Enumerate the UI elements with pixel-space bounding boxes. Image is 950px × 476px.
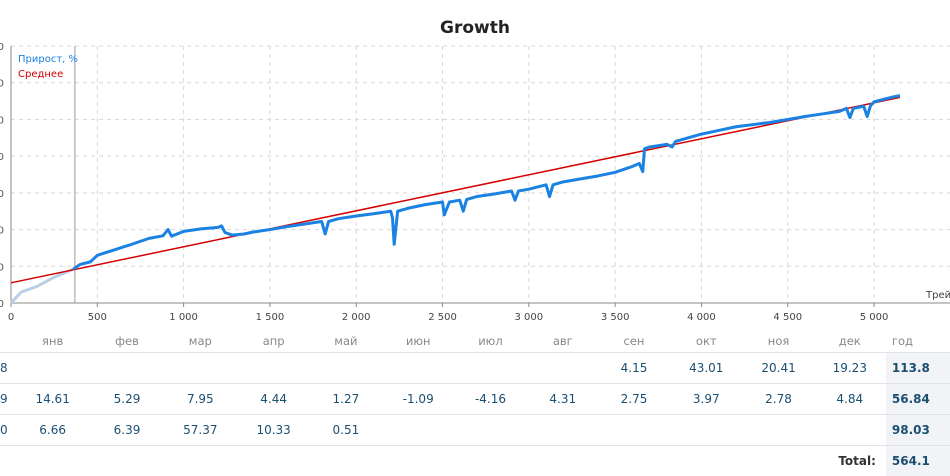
month-value-cell: 4.31 <box>526 383 599 415</box>
month-value-cell: 14.61 <box>14 383 91 415</box>
total-row: Total: 564.1 <box>0 445 950 476</box>
month-value-cell <box>382 352 455 384</box>
month-value-cell: 43.01 <box>669 352 744 384</box>
month-value-cell: 10.33 <box>237 414 310 446</box>
month-header: мар <box>188 334 212 348</box>
y-tick-label: 0 <box>0 262 4 273</box>
x-tick-label: 3 000 <box>515 312 544 323</box>
month-value-cell <box>454 414 527 446</box>
year-total-header: год <box>891 334 913 348</box>
month-header: авг <box>552 334 573 348</box>
month-value-cell: 3.97 <box>669 383 744 415</box>
y-tick-label: 0 <box>0 189 4 200</box>
month-value-cell: 1.27 <box>309 383 383 415</box>
y-tick-label: 0 <box>0 152 4 163</box>
month-value-cell: 0.51 <box>309 414 383 446</box>
y-tick-label: 0 <box>0 79 4 90</box>
month-header: май <box>334 334 358 348</box>
table-row: 8 4.15 43.01 20.41 19.23 113.8 <box>0 352 950 384</box>
table-row: 9 14.61 5.29 7.95 4.44 1.27 -1.09 -4.16 4.31 2.75… <box>0 383 950 415</box>
month-value-cell: -4.16 <box>454 383 527 415</box>
month-value-cell <box>813 414 886 446</box>
month-value-cell <box>90 352 164 384</box>
year-cell: 0 <box>0 414 15 446</box>
year-total-cell: 113.8 <box>885 352 950 384</box>
month-header: янв <box>42 334 64 348</box>
y-tick-label: 0 <box>0 42 4 53</box>
total-value: 564.1 <box>885 445 950 476</box>
month-header: ноя <box>767 334 790 348</box>
x-tick-label: 2 500 <box>428 312 457 323</box>
month-header: июл <box>478 334 503 348</box>
month-value-cell: 4.84 <box>813 383 886 415</box>
month-value-cell: 6.66 <box>14 414 91 446</box>
y-tick-label: 0 <box>0 299 4 310</box>
month-value-cell <box>526 414 599 446</box>
x-tick-label: 4 000 <box>687 312 716 323</box>
month-value-cell: 7.95 <box>163 383 238 415</box>
total-label: Total: <box>0 445 886 476</box>
table-header-row: янв фев мар апр май июн июл авг сен окт ноя дек год <box>0 330 950 353</box>
month-header: сен <box>623 334 645 348</box>
month-header: фев <box>115 334 139 348</box>
month-value-cell <box>743 414 814 446</box>
month-value-cell: 4.15 <box>598 352 670 384</box>
y-tick-label: 0 <box>0 115 4 126</box>
x-tick-label: 3 500 <box>601 312 630 323</box>
month-value-cell: 4.44 <box>237 383 310 415</box>
month-value-cell: 2.78 <box>743 383 814 415</box>
x-tick-label: 0 <box>8 312 14 323</box>
growth-series-line <box>72 94 901 271</box>
month-value-cell: 2.75 <box>598 383 670 415</box>
year-cell: 9 <box>0 383 15 415</box>
monthly-returns-table: янв фев мар апр май июн июл авг сен окт ноя дек год … <box>0 330 950 476</box>
month-value-cell <box>382 414 455 446</box>
x-tick-label: 1 500 <box>256 312 285 323</box>
growth-series-initial-line <box>9 267 74 305</box>
month-header: дек <box>838 334 861 348</box>
month-value-cell <box>669 414 744 446</box>
month-value-cell <box>163 352 238 384</box>
x-tick-label: 500 <box>88 312 107 323</box>
month-value-cell: -1.09 <box>382 383 455 415</box>
legend-growth: Прирост, % <box>18 54 78 65</box>
month-header: окт <box>695 334 717 348</box>
month-value-cell: 6.39 <box>90 414 164 446</box>
month-value-cell: 20.41 <box>743 352 814 384</box>
month-value-cell <box>309 352 383 384</box>
year-column-header <box>0 330 14 353</box>
chart-title: Growth <box>440 18 510 38</box>
month-value-cell: 57.37 <box>163 414 238 446</box>
year-total-cell: 56.84 <box>885 383 950 415</box>
x-tick-label: 5 000 <box>860 312 889 323</box>
x-tick-label: 2 000 <box>342 312 371 323</box>
x-tick-label: 4 500 <box>773 312 802 323</box>
x-axis-label: Трейд <box>925 290 950 301</box>
month-value-cell <box>14 352 91 384</box>
average-series-line <box>10 96 901 284</box>
month-header: апр <box>262 334 285 348</box>
year-total-cell: 98.03 <box>885 414 950 446</box>
month-header: июн <box>405 334 431 348</box>
year-cell: 8 <box>0 352 15 384</box>
month-value-cell <box>237 352 310 384</box>
month-value-cell <box>526 352 599 384</box>
table-row: 0 6.66 6.39 57.37 10.33 0.51 98.03 <box>0 414 950 446</box>
y-tick-label: 0 <box>0 226 4 237</box>
legend-average: Среднее <box>18 69 63 80</box>
month-value-cell: 19.23 <box>813 352 886 384</box>
month-value-cell <box>598 414 670 446</box>
month-value-cell <box>454 352 527 384</box>
month-value-cell: 5.29 <box>90 383 164 415</box>
x-tick-label: 1 000 <box>169 312 198 323</box>
